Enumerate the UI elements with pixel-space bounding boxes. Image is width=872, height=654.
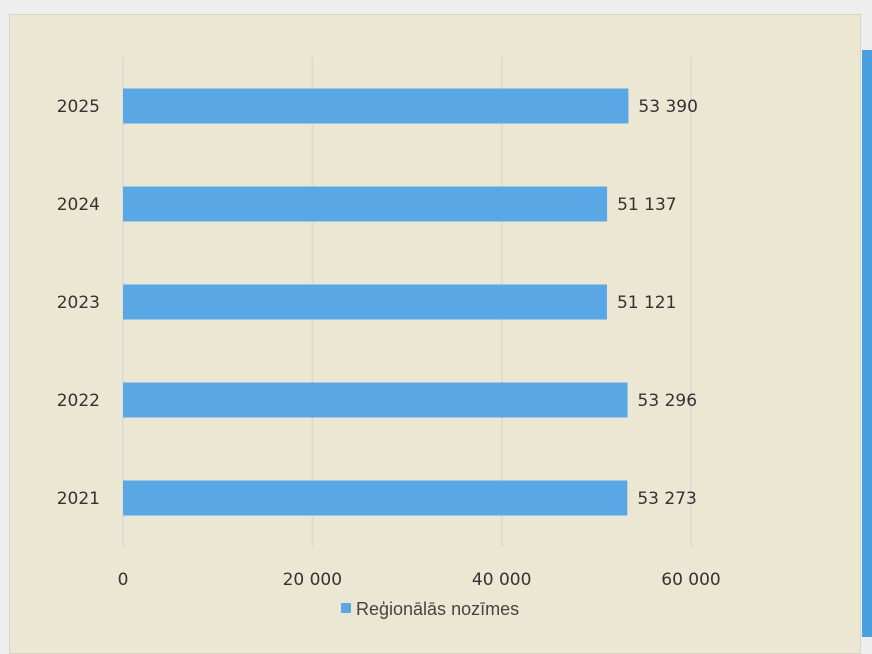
bars — [123, 88, 629, 516]
legend-label: Reģionālās nozīmes — [356, 599, 519, 619]
bar — [123, 480, 628, 516]
x-tick-label: 40 000 — [472, 570, 531, 590]
x-axis-labels: 0 20 000 40 000 60 000 — [118, 570, 721, 590]
side-accent-strip — [862, 50, 872, 637]
bar — [123, 186, 608, 222]
x-tick-label: 0 — [118, 570, 129, 590]
x-tick-label: 60 000 — [661, 570, 720, 590]
y-tick-label: 2022 — [57, 391, 100, 411]
legend-swatch — [341, 603, 351, 613]
y-axis-labels: 2025 2024 2023 2022 2021 — [57, 97, 100, 509]
data-label: 53 390 — [638, 97, 697, 117]
bar-chart: 2025 2024 2023 2022 2021 0 20 000 40 000 60 000… — [57, 57, 721, 619]
y-tick-label: 2025 — [57, 97, 100, 117]
y-tick-label: 2024 — [57, 195, 100, 215]
data-label: 53 296 — [638, 391, 697, 411]
y-tick-label: 2023 — [57, 293, 100, 313]
bar — [123, 382, 628, 418]
bar — [123, 88, 629, 124]
y-tick-label: 2021 — [57, 489, 100, 509]
legend: Reģionālās nozīmes — [341, 599, 519, 619]
data-label: 51 121 — [617, 293, 676, 313]
data-labels: 53 390 51 137 51 121 53 296 53 273 — [617, 97, 698, 509]
data-label: 53 273 — [637, 489, 696, 509]
x-tick-label: 20 000 — [283, 570, 342, 590]
bar — [123, 284, 607, 320]
data-label: 51 137 — [617, 195, 676, 215]
